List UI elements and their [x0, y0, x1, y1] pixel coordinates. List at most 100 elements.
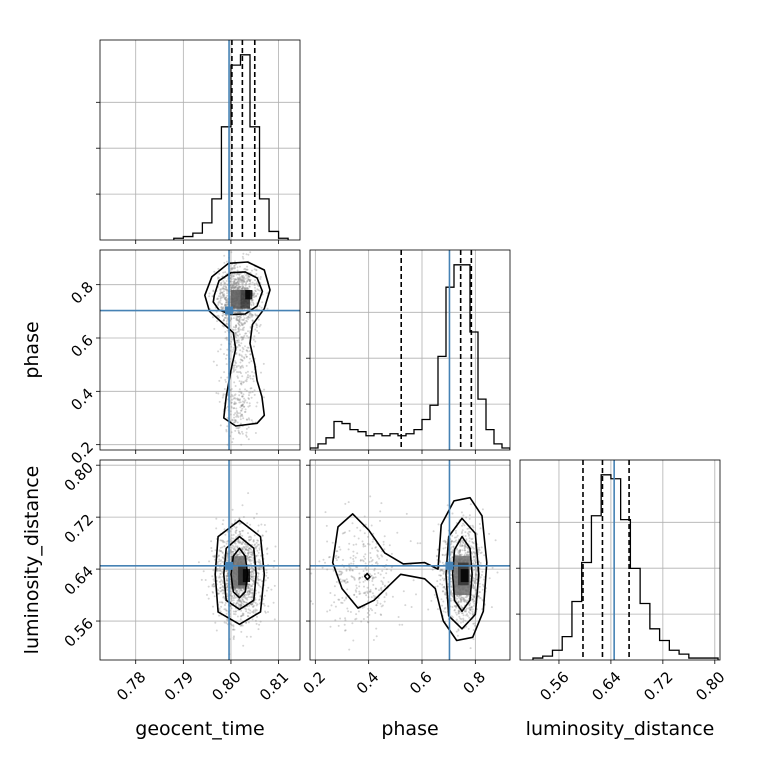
sample-point	[370, 575, 373, 577]
sample-point	[255, 295, 257, 298]
sample-point	[349, 611, 352, 613]
sample-point	[455, 606, 458, 609]
sample-point	[222, 319, 225, 322]
sample-point	[457, 601, 460, 604]
sample-point	[238, 399, 241, 402]
sample-point	[357, 610, 360, 613]
sample-point	[476, 573, 479, 576]
sample-point	[409, 540, 412, 543]
sample-point	[248, 402, 251, 405]
sample-point	[441, 554, 444, 556]
sample-point	[239, 398, 241, 401]
sample-point	[459, 553, 462, 556]
sample-point	[367, 621, 370, 624]
sample-point	[220, 601, 223, 604]
sample-point	[250, 596, 253, 598]
sample-point	[363, 585, 365, 588]
sample-point	[233, 401, 236, 404]
sample-point	[468, 603, 471, 606]
sample-point	[256, 283, 259, 286]
sample-point	[256, 567, 259, 570]
sample-point	[254, 340, 257, 343]
sample-point	[354, 556, 357, 559]
sample-point	[239, 382, 242, 385]
sample-point	[344, 619, 347, 622]
sample-point	[251, 314, 253, 316]
sample-point	[472, 577, 475, 580]
sample-point	[267, 605, 270, 608]
sample-point	[241, 548, 244, 551]
sample-point	[468, 616, 471, 619]
sample-point	[219, 289, 222, 292]
sample-point	[226, 292, 229, 295]
sample-point	[240, 589, 243, 592]
sample-point	[233, 279, 236, 282]
sample-point	[456, 548, 459, 551]
sample-point	[243, 334, 246, 337]
x-tick-label: 0.8	[459, 668, 489, 698]
sample-point	[254, 543, 257, 546]
sample-point	[478, 596, 481, 599]
sample-point	[438, 574, 441, 577]
sample-point	[250, 315, 253, 318]
sample-point	[242, 336, 244, 339]
sample-points	[310, 495, 499, 651]
sample-point	[230, 431, 233, 434]
sample-point	[459, 549, 462, 552]
sample-point	[249, 635, 252, 638]
sample-point	[254, 289, 257, 292]
sample-point	[458, 596, 461, 599]
sample-point	[255, 609, 258, 612]
sample-point	[225, 577, 228, 580]
sample-point	[340, 570, 343, 573]
sample-point	[230, 406, 233, 409]
sample-point	[232, 537, 235, 540]
sample-point	[237, 283, 240, 286]
sample-point	[232, 282, 235, 285]
sample-point	[247, 374, 249, 377]
sample-point	[243, 357, 246, 360]
sample-point	[367, 596, 370, 599]
sample-point	[469, 647, 472, 650]
sample-point	[461, 541, 464, 544]
sample-point	[242, 547, 244, 550]
sample-point	[451, 540, 454, 543]
sample-point	[251, 603, 254, 606]
sample-point	[225, 314, 228, 317]
sample-point	[249, 585, 252, 588]
sample-point	[240, 614, 243, 617]
sample-point	[243, 405, 246, 408]
sample-point	[226, 560, 228, 562]
sample-point	[237, 534, 240, 537]
sample-point	[440, 569, 443, 572]
sample-point	[242, 599, 245, 602]
sample-point	[238, 599, 241, 602]
sample-point	[383, 596, 386, 599]
sample-point	[480, 551, 483, 554]
sample-point	[457, 612, 460, 615]
sample-point	[240, 382, 243, 385]
sample-point	[338, 573, 341, 576]
sample-point	[256, 554, 259, 557]
scatter-plot-area	[100, 460, 300, 660]
sample-point	[262, 602, 265, 605]
sample-point	[364, 591, 367, 594]
sample-point	[237, 308, 240, 311]
sample-point	[380, 586, 383, 589]
sample-point	[369, 495, 372, 498]
sample-point	[215, 517, 218, 520]
sample-point	[333, 594, 336, 597]
sample-point	[238, 599, 241, 602]
sample-point	[237, 399, 240, 402]
sample-point	[238, 311, 241, 314]
sample-point	[481, 508, 484, 511]
sample-point	[344, 629, 347, 632]
sample-point	[369, 607, 372, 610]
sample-point	[241, 598, 244, 601]
sample-point	[347, 501, 350, 504]
histogram-geocent_time	[173, 54, 289, 240]
sample-point	[215, 527, 218, 530]
sample-point	[249, 353, 252, 356]
sample-point	[251, 603, 254, 606]
sample-point	[243, 411, 246, 413]
